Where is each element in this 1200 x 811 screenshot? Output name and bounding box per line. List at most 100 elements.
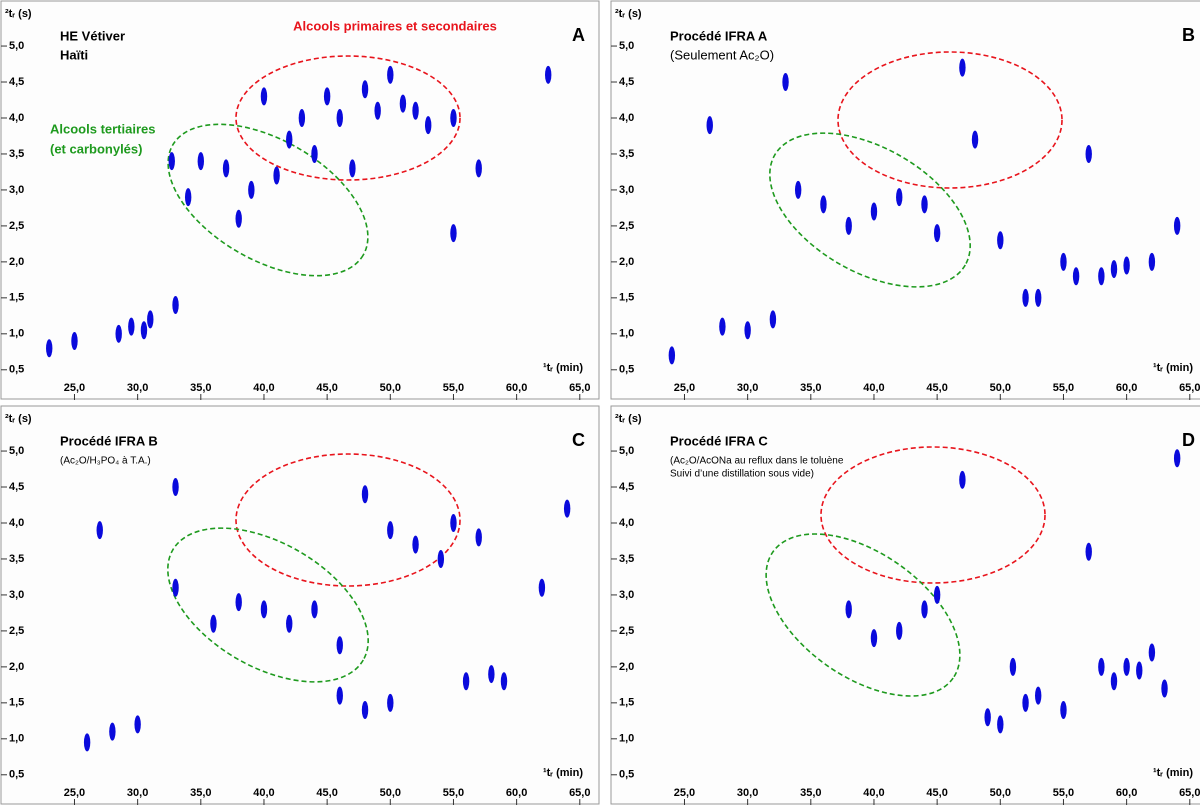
y-tick-label: 4,5	[9, 481, 24, 493]
peak	[1098, 657, 1105, 676]
peak	[959, 58, 966, 77]
peak	[248, 180, 255, 199]
peak	[83, 733, 91, 752]
y-tick-label: 3,0	[619, 184, 634, 196]
peak	[222, 159, 230, 178]
x-tick-label: 65,0	[569, 787, 590, 799]
region-ellipse	[167, 123, 369, 277]
x-tick-label: 60,0	[1116, 787, 1137, 799]
x-tick-label: 60,0	[506, 382, 527, 394]
y-tick-label: 3,5	[619, 148, 634, 160]
panel-title: Haïti	[60, 47, 88, 62]
peak	[971, 130, 979, 149]
y-tick-label: 1,0	[619, 328, 634, 340]
peak	[1085, 144, 1092, 163]
y-tick-label: 3,0	[619, 589, 634, 601]
y-tick-label: 4,0	[9, 112, 24, 124]
y-tick-label: 0,5	[9, 364, 24, 376]
peak	[172, 478, 179, 497]
peak	[349, 159, 356, 178]
peak	[323, 87, 331, 106]
y-axis-label: ²tᵣ (s)	[615, 413, 642, 425]
panel-title: Procédé IFRA A	[670, 28, 768, 43]
peak	[538, 578, 546, 597]
x-tick-label: 30,0	[737, 382, 758, 394]
peak	[1161, 679, 1168, 698]
peak	[109, 722, 116, 741]
peak	[462, 672, 470, 691]
y-axis-label: ²tᵣ (s)	[5, 8, 32, 20]
peak	[870, 629, 878, 648]
x-tick-label: 25,0	[64, 787, 85, 799]
x-tick-label: 50,0	[990, 382, 1011, 394]
peak	[475, 159, 482, 178]
y-tick-label: 2,0	[619, 256, 634, 268]
peak	[197, 152, 205, 171]
peak	[235, 209, 242, 228]
peak	[387, 65, 394, 84]
x-tick-label: 60,0	[506, 787, 527, 799]
peak	[782, 73, 789, 92]
panel-frame	[0, 405, 600, 805]
peak	[374, 101, 381, 120]
x-tick-label: 35,0	[800, 787, 821, 799]
peak	[1060, 701, 1067, 720]
peak	[273, 166, 280, 185]
peak	[845, 600, 852, 619]
x-tick-label: 65,0	[1179, 787, 1200, 799]
region-ellipse	[820, 446, 1046, 584]
x-tick-label: 55,0	[443, 382, 464, 394]
peak	[1136, 661, 1143, 680]
x-tick-label: 45,0	[316, 787, 337, 799]
y-tick-label: 3,5	[9, 553, 24, 565]
y-tick-label: 1,0	[619, 733, 634, 745]
peak	[706, 116, 713, 135]
peak	[96, 521, 103, 540]
peak	[1148, 643, 1156, 662]
y-tick-label: 4,5	[619, 76, 634, 88]
panel-letter: A	[572, 25, 585, 45]
peak	[896, 621, 903, 640]
peak	[921, 195, 928, 214]
peak	[172, 296, 179, 315]
peak	[134, 715, 141, 734]
y-tick-label: 2,5	[619, 220, 634, 232]
panel-frame	[610, 405, 1200, 805]
x-axis-label: ¹tᵣ (min)	[543, 767, 583, 779]
peak	[984, 708, 991, 727]
peak	[147, 310, 154, 329]
y-tick-label: 1,5	[9, 697, 24, 709]
y-tick-label: 2,5	[619, 625, 634, 637]
x-tick-label: 65,0	[1179, 382, 1200, 394]
peak	[311, 600, 318, 619]
peak	[286, 130, 293, 149]
y-tick-label: 2,5	[9, 625, 24, 637]
peak	[1022, 288, 1029, 307]
panel-frame	[610, 0, 1200, 400]
peak	[719, 317, 726, 336]
peak	[184, 188, 192, 207]
peak	[1034, 288, 1042, 307]
peak	[387, 693, 394, 712]
peak	[437, 549, 445, 568]
peak	[933, 224, 941, 243]
y-tick-label: 2,0	[619, 661, 634, 673]
peak	[1009, 657, 1017, 676]
y-tick-label: 4,5	[619, 481, 634, 493]
peak	[845, 216, 852, 235]
x-tick-label: 40,0	[863, 382, 884, 394]
peak	[336, 636, 343, 655]
panel-title: Procédé IFRA B	[60, 433, 158, 448]
panel-frame	[0, 0, 600, 400]
peak	[794, 180, 802, 199]
panel-subtitle: Suivi d’une distillation sous vide)	[670, 469, 814, 480]
peak	[210, 614, 217, 633]
peak	[235, 593, 242, 612]
panel: 25,0 30,0 35,0 40,0 45,0 50,0 55,0 60,0 65,0 0,5 1…	[0, 405, 600, 805]
peak	[260, 87, 268, 106]
y-tick-label: 0,5	[619, 364, 634, 376]
peak	[412, 101, 419, 120]
y-tick-label: 5,0	[619, 445, 634, 457]
x-tick-label: 25,0	[674, 382, 695, 394]
annotation: Alcools primaires et secondaires	[293, 18, 497, 33]
